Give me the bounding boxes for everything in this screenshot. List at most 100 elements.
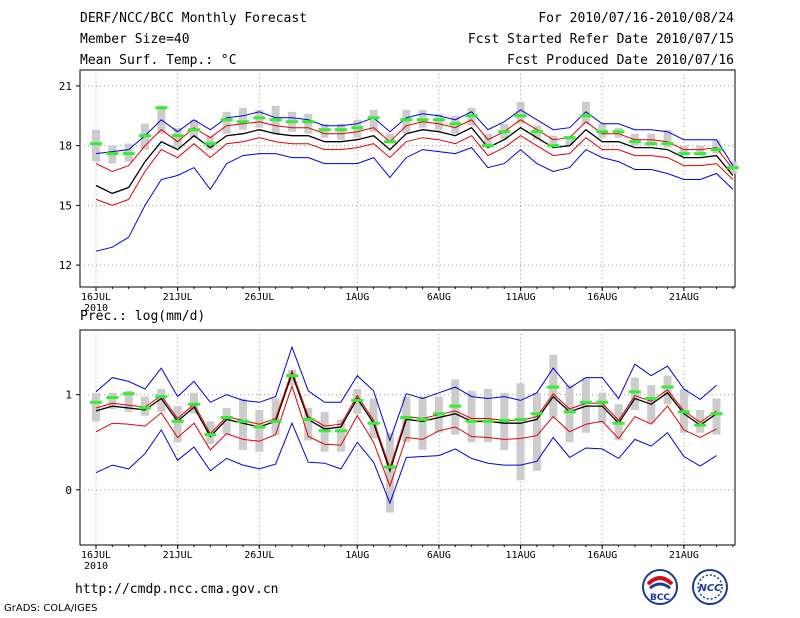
temp-median-mark: [563, 136, 576, 140]
prec-xtick-label: 21JUL: [163, 550, 193, 561]
temp-ytick-label: 18: [59, 140, 72, 153]
prec-median-mark: [498, 418, 511, 422]
prec-spread-box: [630, 377, 639, 410]
prec-median-mark: [138, 406, 151, 410]
prec-median-mark: [106, 396, 119, 400]
prec-panel: 16JUL 21JUL 26JUL 1AUG 6AUG 11AUG 16AUG 21AUG 20…: [65, 329, 736, 572]
prec-median-mark: [204, 433, 217, 437]
prec-median-mark: [334, 429, 347, 433]
temp-xtick-label: 21AUG: [669, 292, 699, 303]
prec-xtick-label: 26JUL: [244, 550, 274, 561]
prec-upper-blue-line: [95, 345, 717, 442]
prec-median-mark: [122, 392, 135, 396]
prec-median-mark: [465, 419, 478, 423]
temp-xtick-label: 16AUG: [587, 292, 617, 303]
prec-xtick-label: 6AUG: [427, 550, 451, 561]
prec-xtick-label: 11AUG: [506, 550, 536, 561]
prec-spread-box: [565, 385, 574, 443]
variable-label: Mean Surf. Temp.: °C: [80, 53, 237, 68]
temp-median-mark: [122, 152, 135, 156]
prec-spread-box: [108, 392, 117, 409]
prec-median-mark: [155, 395, 168, 399]
temp-median-mark: [138, 134, 151, 138]
prec-frame: [79, 329, 736, 546]
temp-median-mark: [481, 144, 494, 148]
temp-frame: [79, 69, 736, 288]
prec-spread-box: [418, 396, 427, 450]
temp-spread-box: [696, 145, 705, 156]
prec-median-mark: [579, 400, 592, 404]
temp-median-mark: [612, 130, 625, 134]
temp-median-mark: [90, 142, 102, 146]
prec-median-mark: [318, 429, 331, 433]
temp-spread-box: [385, 133, 394, 144]
temp-spread-box: [92, 129, 100, 162]
prec-median-mark: [563, 410, 576, 414]
temp-spread-box: [369, 109, 378, 132]
temp-median-mark: [498, 130, 511, 134]
prec-spread-box: [712, 398, 721, 435]
prec-ensemble-mean-line: [95, 371, 717, 473]
temp-xtick-label: 26JUL: [244, 292, 274, 303]
temp-median-mark: [694, 152, 707, 156]
prec-ytick-label: 0: [65, 484, 72, 497]
prec-median-mark: [628, 390, 641, 394]
prec-spread-box: [598, 392, 607, 424]
temp-median-mark: [187, 128, 200, 132]
prec-median-mark: [547, 385, 560, 389]
prec-median-mark: [432, 412, 445, 416]
temp-spread-box: [434, 113, 443, 130]
prec-median-mark: [677, 410, 690, 414]
temp-spread-box: [238, 107, 247, 130]
temp-median-mark: [334, 128, 347, 132]
prec-median-mark: [416, 417, 429, 421]
precip-panel-title: Prec.: log(mm/d): [80, 309, 206, 324]
temp-median-mark: [236, 120, 249, 124]
temp-median-mark: [171, 134, 184, 138]
temp-spread-box: [663, 129, 672, 148]
prec-spread-box: [271, 398, 280, 435]
prec-spread-box: [157, 388, 166, 412]
prec-spread-box: [255, 409, 264, 452]
temp-median-mark: [220, 118, 233, 122]
fcst-produced-date: Fcst Produced Date 2010/07/16: [507, 53, 734, 68]
fcst-started-date: Fcst Started Refer Date 2010/07/15: [467, 32, 734, 47]
prec-spread-box: [696, 409, 705, 433]
site-url[interactable]: http://cmdp.ncc.cma.gov.cn: [75, 582, 279, 597]
prec-median-mark: [645, 396, 658, 400]
temp-xtick-label: 21JUL: [163, 292, 193, 303]
prec-spread-box: [369, 398, 378, 439]
bcc-logo-text: BCC: [650, 593, 670, 603]
prec-spread-box: [516, 383, 525, 481]
temp-median-mark: [449, 122, 462, 126]
prec-median-mark: [530, 412, 543, 416]
prec-median-mark: [236, 419, 249, 423]
temp-xtick-label: 1AUG: [345, 292, 369, 303]
prec-median-mark: [514, 417, 527, 421]
prec-median-mark: [90, 400, 102, 404]
prec-median-mark: [285, 374, 298, 378]
temp-median-mark: [547, 144, 560, 148]
prec-spread-box: [140, 396, 149, 416]
temp-spread-box: [336, 123, 345, 140]
temp-median-mark: [106, 152, 119, 156]
prec-median-mark: [351, 398, 364, 402]
temp-median-mark: [645, 142, 658, 146]
prec-median-mark: [171, 419, 184, 423]
temp-median-mark: [596, 130, 609, 134]
temp-median-mark: [677, 152, 690, 156]
temp-median-mark: [514, 114, 527, 118]
logos: BCC NCC: [642, 569, 728, 605]
prec-median-mark: [302, 417, 315, 421]
prec-median-mark: [220, 416, 233, 420]
temp-spread-box: [516, 101, 525, 124]
temp-median-mark: [204, 142, 217, 146]
prec-median-mark: [481, 419, 494, 423]
temp-median-mark: [253, 116, 266, 120]
temp-xtick-label: 11AUG: [506, 292, 536, 303]
prec-ytick-label: 1: [65, 389, 72, 402]
prec-spread-box: [532, 392, 541, 471]
temp-ytick-label: 12: [59, 259, 72, 272]
temp-spread-box: [402, 109, 411, 134]
